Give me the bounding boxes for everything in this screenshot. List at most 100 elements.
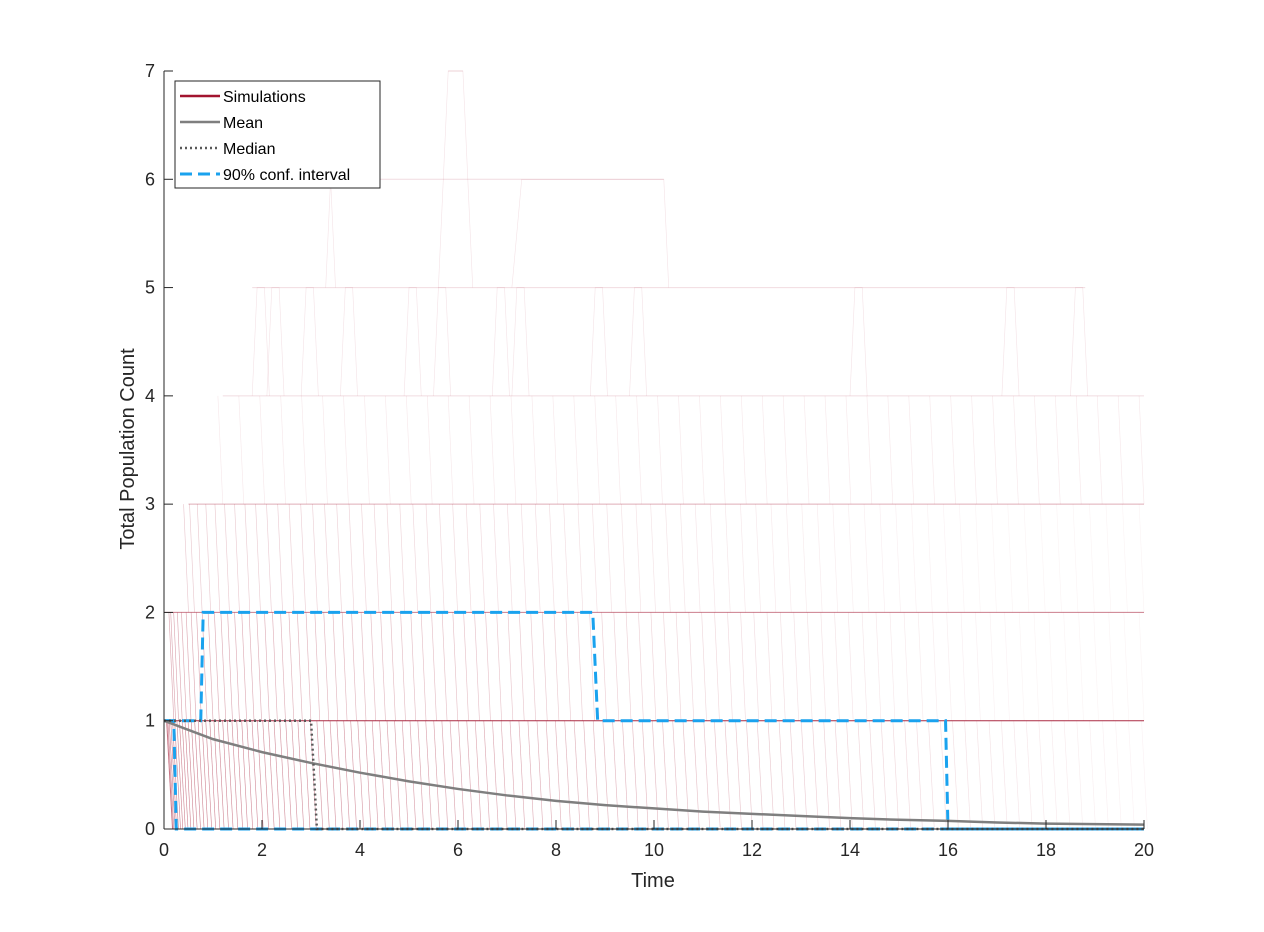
simulation-trace [463,612,469,721]
simulation-trace [217,395,224,505]
simulation-trace [714,612,720,721]
simulation-trace [1138,395,1145,505]
simulation-trace [720,395,726,505]
simulation-trace [806,612,813,721]
simulation-trace [433,720,440,830]
simulation-trace [468,395,475,505]
simulation-trace [493,504,499,613]
simulation-trace [601,612,607,721]
simulation-trace [892,720,900,830]
simulation-trace [657,395,663,505]
simulation-trace [466,720,473,830]
simulation-trace [1051,720,1058,830]
simulation-trace [1038,720,1045,830]
simulation-trace [577,504,584,613]
simulation-trace [590,287,608,396]
simulation-trace [226,720,234,830]
simulation-trace [577,612,583,721]
simulation-trace [1138,504,1145,613]
simulation-trace [694,504,701,613]
simulation-trace [565,612,571,721]
simulation-trace [297,612,303,721]
x-tick-label: 14 [840,840,860,860]
simulation-trace [1018,612,1025,721]
simulation-trace [665,504,671,613]
simulation-trace [847,612,854,721]
simulation-trace [1089,720,1096,830]
simulation-trace [301,395,307,505]
simulation-trace [489,395,496,505]
simulation-trace [510,395,517,505]
simulation-trace [441,612,448,721]
simulation-trace [1013,720,1020,830]
legend-label: Median [223,141,275,158]
simulation-trace [257,720,264,830]
simulation-trace [992,395,998,505]
simulation-trace [364,395,370,505]
simulation-trace [589,612,595,721]
simulation-trace [741,395,747,505]
simulation-trace [635,504,642,613]
simulation-trace [849,287,868,396]
simulation-trace [168,720,176,830]
simulation-trace [573,720,581,830]
simulation-trace [1004,612,1010,721]
simulation-trace [406,395,412,505]
simulation-trace [426,395,433,505]
simulation-trace [615,395,621,505]
simulation-trace [181,612,187,721]
simulation-trace [1138,612,1145,721]
simulation-trace [361,504,367,613]
x-tick-label: 18 [1036,840,1056,860]
simulation-trace [401,720,409,830]
simulation-trace [217,720,225,830]
y-tick-label: 5 [145,278,155,298]
simulation-trace [441,720,449,830]
simulation-trace [196,504,203,613]
x-tick-label: 2 [257,840,267,860]
simulation-trace [412,504,419,613]
simulation-trace [803,395,810,505]
simulation-trace [285,720,292,830]
simulation-trace [1025,720,1033,830]
y-axis-label: Total Population Count [117,348,139,550]
simulation-trace [612,720,619,830]
simulation-trace [373,504,380,613]
simulation-trace [179,720,186,830]
simulation-trace [652,720,659,830]
simulation-trace [1007,504,1013,613]
simulation-trace [474,720,482,830]
simulation-trace [911,504,917,613]
y-tick-label: 3 [145,494,155,514]
simulation-trace [650,612,657,721]
simulation-trace [1117,395,1124,505]
simulation-trace [989,612,996,721]
simulation-trace [519,612,525,721]
simulation-trace [1063,720,1071,830]
simulation-trace [753,612,759,721]
simulation-trace [1001,720,1008,830]
simulation-trace [492,720,499,830]
simulation-trace [360,612,367,721]
simulation-trace [266,504,272,613]
simulation-trace [536,720,544,830]
mean-line-group [163,719,1145,826]
simulation-trace [222,720,229,830]
y-tick-label: 7 [145,61,155,81]
simulation-trace [735,720,742,830]
simulation-trace [438,504,445,613]
simulation-trace [336,720,344,830]
simulation-trace [1078,612,1084,721]
simulation-trace [688,612,695,721]
simulation-trace [889,612,896,721]
simulation-trace [518,720,526,830]
simulation-trace [964,720,971,830]
simulation-trace [699,395,705,505]
simulation-trace [553,612,560,721]
simulation-trace [761,395,768,505]
simulation-trace [474,612,480,721]
simulation-trace [351,612,357,721]
y-tick-label: 6 [145,169,155,189]
simulation-trace [1056,504,1062,613]
